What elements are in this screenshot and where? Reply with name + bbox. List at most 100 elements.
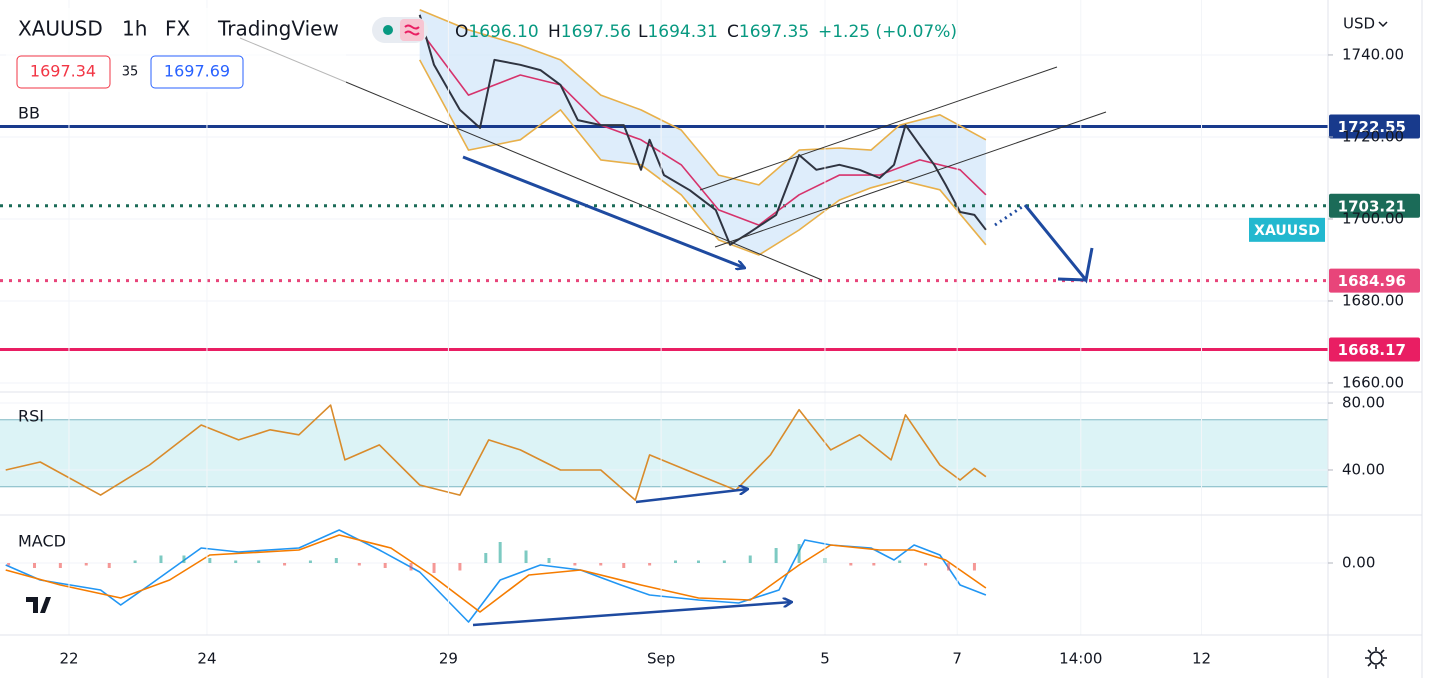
histogram-bar bbox=[898, 560, 902, 563]
ohlc-value: 1696.10 bbox=[468, 22, 538, 42]
series-line bbox=[419, 29, 987, 226]
y-tick-label: 1680.00 bbox=[1342, 291, 1404, 309]
ask[interactable]: 1697.69 bbox=[164, 62, 230, 81]
arrow bbox=[472, 602, 792, 627]
histogram-bar bbox=[458, 563, 462, 571]
logo-bg bbox=[20, 585, 60, 625]
rsi-band bbox=[0, 419, 1328, 487]
histogram-bar bbox=[673, 560, 677, 563]
histogram-bar bbox=[599, 563, 603, 566]
price-tag bbox=[1329, 268, 1420, 293]
histogram-bar bbox=[498, 542, 502, 563]
pane bbox=[0, 529, 1328, 623]
price-tags: 1722.55 1703.21 1684.96 1668.17 XAUUSD bbox=[1249, 114, 1420, 362]
ohlc-item: L1694.31 bbox=[638, 22, 718, 42]
x-tick-label: Sep bbox=[647, 650, 675, 668]
indicator-label[interactable]: BB bbox=[18, 104, 40, 123]
histogram-bar bbox=[722, 560, 726, 563]
source: TradingView bbox=[217, 17, 339, 41]
histogram-bar bbox=[524, 550, 528, 563]
histogram-bar bbox=[7, 563, 11, 566]
x-tick-label: 5 bbox=[820, 650, 830, 668]
ohlc-item: C1697.35 bbox=[727, 22, 809, 42]
y-tick-label: 0.00 bbox=[1342, 554, 1375, 572]
series-line bbox=[419, 9, 987, 186]
trendline bbox=[699, 66, 1058, 191]
histogram-bar bbox=[357, 563, 361, 566]
histogram-bar bbox=[432, 563, 436, 573]
pane bbox=[0, 402, 1328, 501]
y-tick-label: 1700.00 bbox=[1342, 209, 1404, 227]
symbol-tag bbox=[1249, 217, 1325, 242]
gear-teeth[interactable] bbox=[1365, 647, 1387, 669]
bid[interactable]: 1697.34 bbox=[30, 62, 96, 81]
price-tag bbox=[1329, 193, 1420, 218]
series-line bbox=[5, 534, 987, 613]
ohlc-item: O1696.10 bbox=[455, 22, 539, 42]
data-delay-glyph bbox=[404, 24, 420, 36]
data-delay-icon bbox=[400, 19, 424, 41]
histogram-bar bbox=[573, 563, 577, 566]
indicator-label[interactable]: MACD bbox=[18, 532, 66, 551]
settings-icon[interactable] bbox=[1365, 647, 1387, 669]
histogram-bar bbox=[947, 563, 951, 571]
spread: 35 bbox=[122, 65, 139, 80]
price-tag bbox=[1329, 337, 1420, 362]
series-line bbox=[5, 529, 987, 623]
y-tick-label: 40.00 bbox=[1342, 460, 1385, 478]
histogram-bar bbox=[32, 563, 36, 568]
arrow bbox=[462, 155, 745, 268]
histogram-bar bbox=[748, 555, 752, 563]
x-tick-label: 7 bbox=[952, 650, 962, 668]
histogram-bar bbox=[409, 563, 413, 571]
x-tick-label: 22 bbox=[59, 650, 78, 668]
ohlc-value: 1697.56 bbox=[561, 22, 631, 42]
arrow bbox=[1057, 277, 1087, 282]
interval[interactable]: 1h bbox=[122, 17, 147, 41]
histogram-bar bbox=[308, 560, 312, 563]
histogram-bar bbox=[133, 560, 137, 563]
bid-button[interactable] bbox=[16, 55, 111, 89]
bb-fill bbox=[419, 9, 986, 256]
histogram-bar bbox=[872, 563, 876, 566]
ohlc-key: L bbox=[638, 22, 648, 42]
histogram-bar bbox=[58, 563, 62, 568]
trendline bbox=[714, 111, 1107, 248]
histogram-bar bbox=[972, 563, 976, 571]
ohlc-value: 1697.35 bbox=[739, 22, 809, 42]
y-tick-label: 1740.00 bbox=[1342, 45, 1404, 63]
ohlc: O1696.10 H1697.56 L1694.31 C1697.35 bbox=[455, 22, 809, 42]
ohlc-key: O bbox=[455, 22, 468, 42]
histogram-bar bbox=[797, 544, 801, 563]
histogram-bar bbox=[334, 558, 338, 563]
y-tick-label: 80.00 bbox=[1342, 394, 1385, 412]
histogram-bar bbox=[234, 560, 238, 563]
histogram-bar bbox=[924, 563, 928, 566]
symbol-tag-label: XAUUSD bbox=[1254, 223, 1320, 239]
plot-layers bbox=[0, 0, 1328, 635]
pane bbox=[0, 9, 1328, 384]
price-tag-label: 1722.55 bbox=[1338, 118, 1406, 136]
currency[interactable]: USD bbox=[1343, 15, 1375, 33]
price-tag-label: 1668.17 bbox=[1338, 341, 1406, 359]
symbol[interactable]: XAUUSD bbox=[18, 17, 103, 41]
histogram-bar bbox=[257, 560, 261, 563]
gear[interactable] bbox=[1369, 651, 1383, 665]
price-line bbox=[418, 14, 987, 246]
indicator-label[interactable]: RSI bbox=[18, 407, 44, 426]
currency-caret bbox=[1378, 21, 1388, 28]
histogram-bar bbox=[208, 558, 212, 563]
histogram-bar bbox=[182, 555, 186, 563]
histogram-bar bbox=[159, 555, 163, 563]
histogram-bar bbox=[283, 563, 287, 566]
ask-button[interactable] bbox=[150, 55, 244, 89]
x-tick-label: 29 bbox=[439, 650, 458, 668]
x-tick-label: 14:00 bbox=[1059, 650, 1102, 668]
histogram-bar bbox=[484, 553, 488, 563]
histogram-bar bbox=[696, 560, 700, 563]
ohlc-key: C bbox=[727, 22, 739, 42]
histogram-bar bbox=[547, 558, 551, 563]
market-dot bbox=[383, 25, 393, 35]
logo bbox=[26, 597, 51, 613]
arrow bbox=[1023, 204, 1094, 284]
